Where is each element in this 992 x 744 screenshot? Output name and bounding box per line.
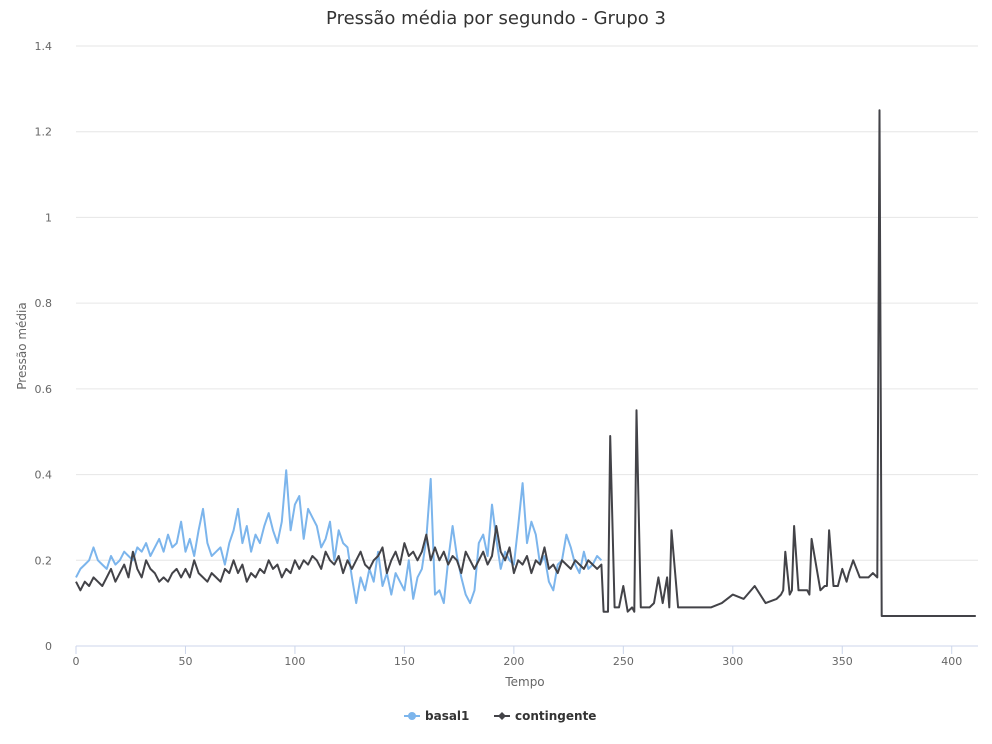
y-tick-labels: 0 0.2 0.4 0.6 0.8 1 1.2 1.4 <box>35 40 53 653</box>
chart-title: Pressão média por segundo - Grupo 3 <box>326 8 666 29</box>
legend: basal1 contingente <box>404 709 596 723</box>
legend-circle-marker <box>408 712 416 720</box>
x-tick-label: 250 <box>613 655 634 668</box>
legend-item-basal1[interactable]: basal1 <box>404 709 469 723</box>
legend-label: basal1 <box>425 709 469 723</box>
x-tick-label: 200 <box>503 655 524 668</box>
legend-diamond-marker <box>498 712 506 720</box>
legend-item-contingente[interactable]: contingente <box>494 709 596 723</box>
y-tick-label: 0.4 <box>35 469 53 482</box>
x-tick-label: 50 <box>178 655 192 668</box>
y-tick-label: 0.6 <box>35 383 53 396</box>
x-tick-label: 300 <box>722 655 743 668</box>
series-line-contingente <box>75 109 976 617</box>
x-tick-label: 350 <box>832 655 853 668</box>
x-tick-labels: 0 50 100 150 200 250 300 350 400 <box>73 655 963 668</box>
gridlines <box>76 45 978 561</box>
y-tick-label: 0.2 <box>35 554 53 567</box>
y-tick-label: 1 <box>45 211 52 224</box>
legend-label: contingente <box>515 709 596 723</box>
y-tick-label: 0 <box>45 640 52 653</box>
x-tick-label: 0 <box>73 655 80 668</box>
x-axis-title: Tempo <box>504 675 544 689</box>
y-axis-title: Pressão média <box>15 302 29 389</box>
y-tick-label: 1.4 <box>35 40 53 53</box>
x-tick-label: 400 <box>941 655 962 668</box>
axes <box>75 645 978 654</box>
series-lines <box>75 109 976 617</box>
series-line-basal1 <box>75 469 603 605</box>
x-tick-label: 100 <box>284 655 305 668</box>
x-tick-label: 150 <box>394 655 415 668</box>
y-tick-label: 0.8 <box>35 297 53 310</box>
y-tick-label: 1.2 <box>35 126 53 139</box>
